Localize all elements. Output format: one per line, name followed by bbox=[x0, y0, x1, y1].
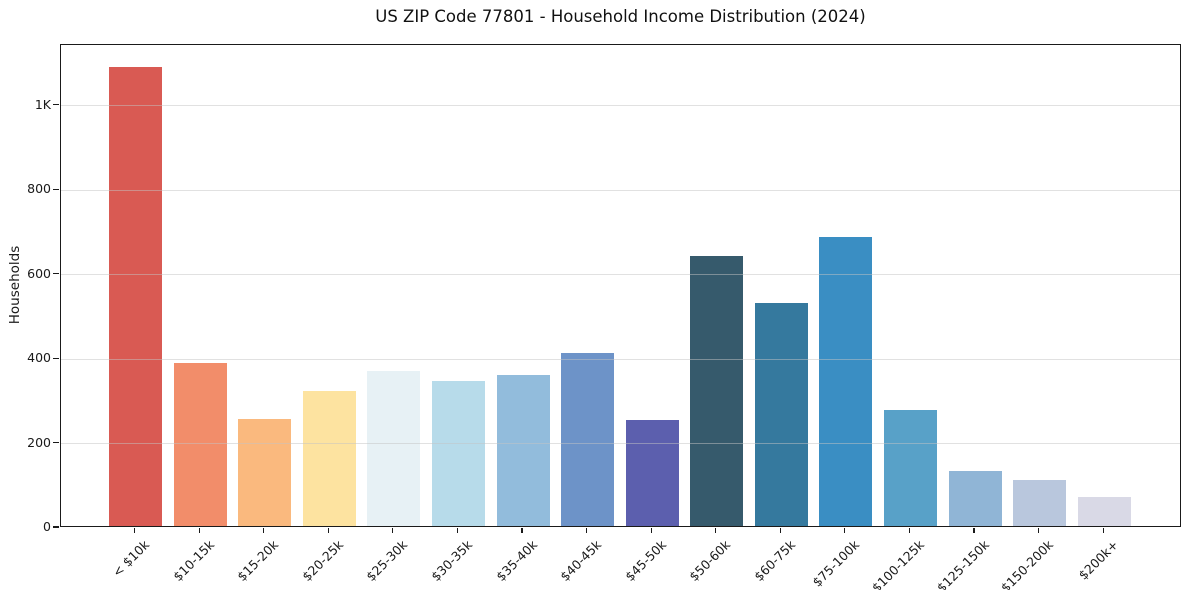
y-tick-label: 400 bbox=[27, 350, 51, 366]
plot-area bbox=[60, 44, 1181, 527]
y-tick-mark bbox=[53, 273, 59, 275]
y-tick-mark bbox=[53, 104, 59, 106]
y-tick-mark bbox=[53, 441, 59, 444]
bar bbox=[819, 237, 873, 526]
bar bbox=[238, 419, 292, 526]
x-tick-label-text: $125-150k bbox=[933, 537, 992, 590]
y-tick-label: 600 bbox=[27, 265, 51, 281]
x-tick-label-text: $200k+ bbox=[1075, 537, 1121, 583]
y-tick-label: 1K bbox=[34, 96, 51, 112]
y-tick-label: 800 bbox=[27, 181, 51, 197]
chart-title: US ZIP Code 77801 - Household Income Dis… bbox=[375, 7, 866, 26]
x-tick-label-text: $20-25k bbox=[298, 537, 346, 585]
x-tick-label-text: $25-30k bbox=[363, 537, 411, 585]
x-tick-mark bbox=[263, 528, 265, 533]
bar bbox=[109, 67, 163, 526]
bar bbox=[948, 471, 1002, 526]
gridline bbox=[61, 189, 1180, 191]
gridline bbox=[61, 105, 1180, 107]
gridline bbox=[61, 358, 1180, 360]
x-tick-label-text: $100-125k bbox=[868, 537, 928, 590]
y-tick-mark bbox=[53, 357, 59, 359]
x-tick-mark bbox=[715, 528, 717, 533]
bar bbox=[1013, 479, 1067, 526]
x-tick-label-text: < $10k bbox=[109, 537, 153, 580]
bar bbox=[173, 363, 227, 526]
x-tick-label-text: $150-200k bbox=[997, 537, 1057, 590]
x-tick-label-text: $75-100k bbox=[809, 537, 863, 590]
bar bbox=[431, 381, 485, 526]
x-tick-mark bbox=[198, 528, 200, 533]
x-tick-mark bbox=[844, 528, 846, 533]
x-tick-mark bbox=[1102, 528, 1104, 533]
x-tick-mark bbox=[650, 528, 652, 533]
y-tick-label: 0 bbox=[43, 519, 51, 534]
y-axis-label: Households bbox=[7, 245, 23, 325]
y-tick-label: 200 bbox=[27, 434, 51, 450]
x-tick-label-text: $45-50k bbox=[621, 537, 669, 585]
bar bbox=[754, 303, 808, 526]
x-tick-mark bbox=[973, 528, 975, 533]
x-tick-label-text: $15-20k bbox=[234, 537, 282, 585]
bar bbox=[690, 255, 744, 526]
x-tick-mark bbox=[456, 528, 459, 533]
bar bbox=[302, 390, 356, 526]
bar bbox=[1077, 497, 1131, 526]
x-tick-mark bbox=[134, 528, 136, 533]
bar bbox=[496, 375, 550, 526]
x-tick-mark bbox=[327, 528, 329, 533]
y-tick-mark bbox=[53, 188, 59, 190]
x-tick-label-text: $40-45k bbox=[557, 537, 605, 585]
x-tick-label-text: $50-60k bbox=[686, 537, 734, 585]
x-tick-mark bbox=[1037, 528, 1040, 533]
bar bbox=[625, 420, 679, 526]
x-tick-label-text: $60-75k bbox=[750, 537, 798, 585]
x-tick-label-text: $30-35k bbox=[428, 537, 476, 585]
bar bbox=[883, 410, 937, 526]
bar bbox=[561, 353, 615, 526]
x-tick-mark bbox=[392, 528, 394, 533]
x-tick-mark bbox=[908, 528, 911, 533]
x-tick-mark bbox=[521, 528, 523, 533]
x-tick-label-text: $35-40k bbox=[492, 537, 540, 585]
bar bbox=[367, 371, 421, 526]
x-tick-mark bbox=[779, 528, 781, 533]
x-tick-mark bbox=[585, 528, 588, 533]
x-tick-label-text: $10-15k bbox=[169, 537, 217, 585]
gridline bbox=[61, 274, 1180, 276]
gridline bbox=[61, 443, 1180, 445]
y-tick-mark bbox=[53, 526, 59, 528]
